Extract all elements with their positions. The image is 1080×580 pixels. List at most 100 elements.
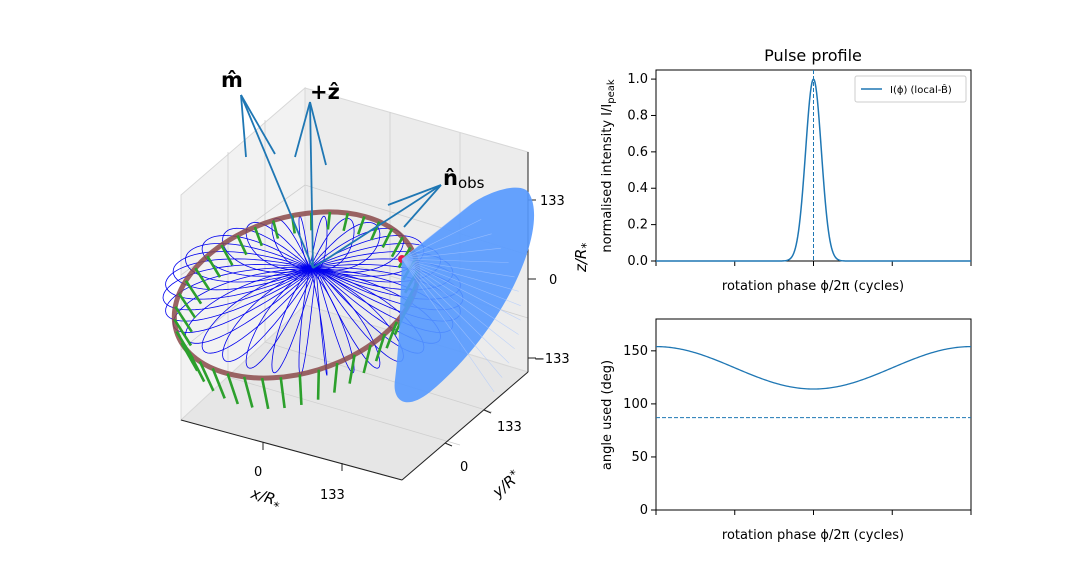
field-arrow (374, 333, 386, 362)
field-arrow (226, 373, 240, 405)
field-arrow (326, 211, 332, 230)
field-arrow (260, 377, 270, 410)
field-arrow (236, 234, 248, 256)
pulse-y-tick-label: 0.4 (627, 181, 648, 196)
cone-gridline (401, 258, 519, 335)
pulse-x-label: rotation phase ϕ/2π (cycles) (722, 279, 904, 294)
z-tick-133: 133 (540, 194, 565, 209)
field-loop (222, 227, 317, 273)
pulse-legend: I(ϕ) (local-B̂) (854, 75, 967, 103)
cone-gridline (401, 258, 515, 350)
pulse-y-tick-label: 1.0 (627, 72, 648, 87)
y-axis-label: y/R* (488, 467, 524, 502)
panel-pulse: Pulse profile 0.0 0.2 0.4 0.6 0.8 1.0 I(ϕ) (l… (600, 46, 972, 294)
label-z: +ẑ (310, 80, 340, 104)
pulse-y-ticks: 0.0 0.2 0.4 0.6 0.8 1.0 (627, 72, 656, 269)
field-arrow (194, 267, 211, 291)
pulse-title: Pulse profile (764, 46, 862, 65)
pulse-curve (656, 77, 971, 262)
cone-gridline (401, 233, 492, 260)
y-tick-133: 133 (497, 420, 522, 435)
x-tick-0: 0 (254, 465, 262, 480)
field-loop (309, 215, 328, 269)
field-loop (298, 268, 317, 376)
field-arrow (385, 321, 398, 349)
field-arrow (271, 220, 280, 239)
field-arrow (206, 255, 222, 278)
angle-x-ticks (655, 510, 972, 515)
field-arrow (184, 279, 203, 305)
x-axis-label: x/R* (247, 484, 283, 514)
vector-nobs (312, 184, 442, 269)
vector-m (240, 94, 314, 269)
field-arrows (173, 211, 419, 410)
pulse-y-label: normalised intensity I/Ipeak (600, 79, 617, 252)
field-loop (172, 251, 317, 291)
angle-axes (655, 318, 972, 511)
x-tick-133: 133 (320, 488, 345, 503)
field-loop (165, 258, 317, 300)
field-arrow (370, 221, 381, 241)
field-loop (271, 217, 316, 270)
pulse-y-tick-label: 0.0 (627, 254, 648, 269)
label-nobs: n̂obs (443, 166, 485, 192)
pulse-y-tick-label: 0.8 (627, 108, 648, 123)
field-arrow (279, 377, 286, 409)
angle-y-tick-label: 100 (623, 397, 648, 412)
axis-edges (180, 152, 529, 481)
angle-y-label: angle used (deg) (600, 360, 615, 470)
field-loop (162, 264, 317, 311)
cone-gridline (401, 219, 482, 260)
field-loop (309, 267, 355, 374)
cone-gridline (401, 258, 510, 364)
angle-y-tick-label: 150 (623, 344, 648, 359)
panel-3d: m̂ +ẑ n̂obs 0 133 0 133 133 0 −133 x/R*… (162, 68, 593, 514)
field-arrow (198, 360, 215, 392)
cone-gridline (401, 258, 495, 393)
z-tick-0: 0 (549, 273, 557, 288)
z-axis-label: z/R* (572, 243, 593, 273)
field-loop (201, 235, 317, 277)
field-loop (185, 243, 317, 283)
angle-curve (655, 345, 972, 390)
field-arrow (174, 305, 193, 333)
field-loop (165, 267, 317, 322)
cone-gridline (401, 258, 521, 306)
field-loop (309, 221, 381, 271)
field-arrow (298, 374, 303, 405)
field-loop (309, 217, 355, 270)
field-arrow (180, 342, 199, 372)
legend-label: I(ϕ) (local-B̂) (890, 83, 952, 96)
angle-y-tick-label: 50 (631, 450, 648, 465)
z-tick-minus133: −133 (534, 352, 570, 367)
cone-gridline (401, 258, 521, 321)
pulse-x-ticks (655, 261, 972, 266)
cone-gridline (401, 258, 519, 292)
vector-z (294, 101, 327, 269)
field-arrow (356, 215, 366, 235)
field-arrow (220, 244, 234, 266)
field-arrow (362, 344, 372, 374)
field-loop (309, 267, 328, 377)
emission-cone (394, 187, 535, 403)
field-arrow (342, 212, 350, 232)
label-m: m̂ (221, 68, 243, 92)
field-loop (222, 267, 317, 363)
cone-gridline (401, 258, 515, 278)
field-arrow (253, 226, 264, 247)
field-arrow (390, 236, 404, 258)
field-arrow (333, 362, 339, 393)
cone-gridline (401, 247, 501, 260)
field-arrow (381, 228, 394, 248)
field-arrow (178, 292, 197, 319)
cone-gridline (401, 258, 509, 263)
y-tick-0: 0 (460, 460, 468, 475)
angle-x-label: rotation phase ϕ/2π (cycles) (722, 528, 904, 543)
field-arrow (173, 318, 193, 347)
field-arrow (211, 367, 226, 399)
field-arrow (348, 354, 356, 384)
angle-y-tick-label: 0 (640, 503, 648, 518)
pulse-y-tick-label: 0.2 (627, 218, 648, 233)
cone-gridline (401, 258, 503, 378)
